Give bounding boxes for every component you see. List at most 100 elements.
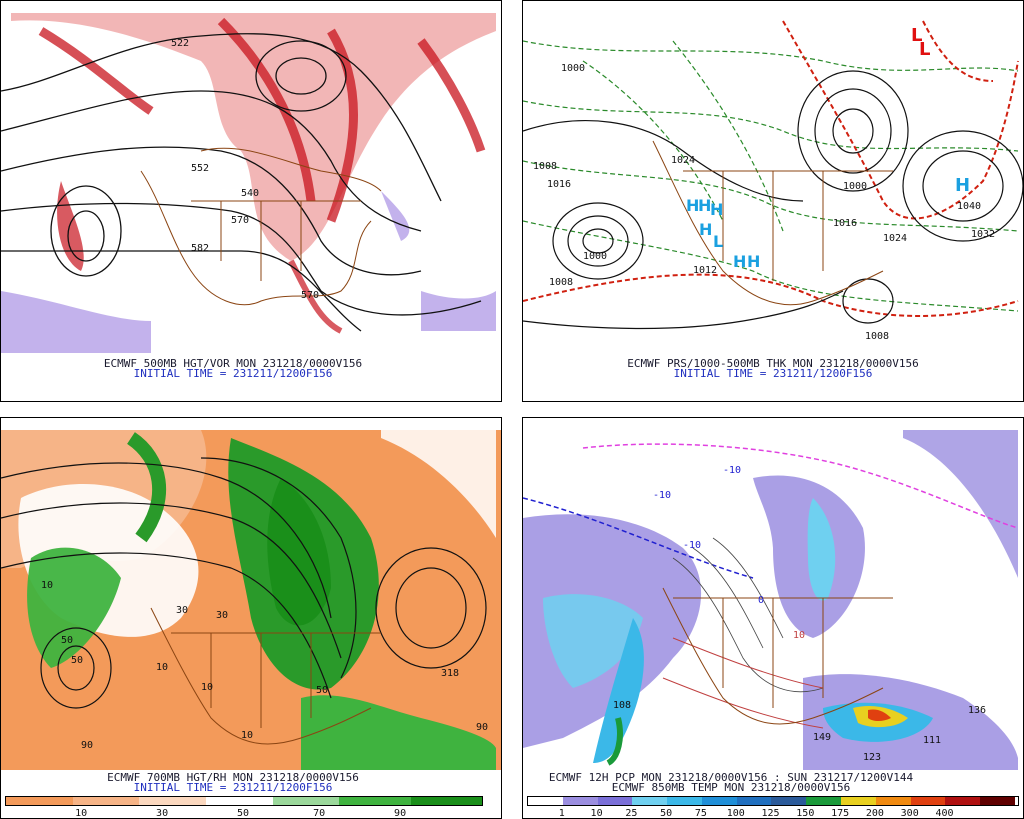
precip-max-label: 149 [813,732,831,743]
isobar-label: 1012 [693,265,717,276]
temp-label: -10 [723,465,741,476]
contour-label: 570 [301,290,319,301]
precip-max-label: 111 [923,735,941,746]
map-700mb-rh: 10 30 50 10 50 90 318 50 10 30 10 90 [1,430,501,770]
panel-500mb-vorticity: 522 552 540 570 582 570 ECMWF 500MB HGT/… [0,0,502,402]
rh-tick: 50 [236,808,250,819]
contour-label: 30 [176,605,188,616]
pcp-colorbar-segment [841,797,876,805]
rh-colorbar-segment [139,797,206,805]
contour-label: 90 [476,722,488,733]
pcp-tick: 300 [900,808,919,819]
pcp-colorbar-segment [736,797,772,805]
high-pressure-marker: H [733,252,746,271]
temp-label: 10 [793,630,805,641]
pcp-colorbar-segment [875,797,911,805]
high-pressure-marker: H [710,200,723,219]
isobar-label: 1024 [883,233,907,244]
isobar-label: 1000 [583,251,607,262]
panel-pressure-thickness: H H H H H H H L L L 1000 1008 1016 1024 … [522,0,1024,402]
rh-tick: 10 [75,808,88,819]
contour-label: 50 [316,685,328,696]
panel-initial-time: INITIAL TIME = 231211/1200F156 [133,367,333,380]
contour-label: 10 [241,730,253,741]
rh-colorbar-segment [410,797,482,805]
map-500mb-vorticity: 522 552 540 570 582 570 [1,13,501,353]
pcp-tick: 125 [761,808,780,819]
high-pressure-marker: H [747,252,760,271]
rh-tick: 70 [313,808,326,819]
contour-label: 570 [231,215,249,226]
high-pressure-marker: H [955,175,970,196]
contour-label: 540 [241,188,259,199]
pcp-colorbar-segment [632,797,668,805]
precip-max-label: 108 [613,700,631,711]
pcp-tick: 25 [625,808,638,819]
contour-label: 582 [191,243,209,254]
pcp-colorbar-segment [806,797,842,805]
pcp-tick: 75 [694,808,707,819]
rh-tick: 30 [156,808,169,819]
isobar-label: 1008 [533,161,557,172]
pcp-colorbar-segment [528,797,563,805]
pcp-colorbar-segment [667,797,702,805]
pcp-tick: 400 [935,808,954,819]
pcp-colorbar [527,796,1019,806]
contour-label: 10 [41,580,53,591]
pcp-tick: 100 [726,808,745,819]
panel-precip-850mb-temp: -10 -10 0 10 -10 136 149 123 108 111 ECM… [522,417,1024,819]
high-pressure-marker: H [698,196,711,215]
rh-colorbar-segment [272,797,340,805]
isobar-label: 1008 [549,277,573,288]
pcp-tick: 50 [660,808,673,819]
contour-label: 10 [201,682,213,693]
precip-max-label: 123 [863,752,881,763]
panel-caption: ECMWF 12H PCP MON 231218/0000V156 : SUN … [548,771,914,784]
pcp-colorbar-segment [771,797,807,805]
rh-colorbar-segment [72,797,140,805]
low-pressure-marker: L [713,232,723,251]
temp-label: -10 [653,490,671,501]
pcp-tick: 175 [831,808,850,819]
panel-initial-time: INITIAL TIME = 231211/1200F156 [673,367,873,380]
panel-initial-time: INITIAL TIME = 231211/1200F156 [133,781,333,794]
pcp-colorbar-segment [910,797,946,805]
isobar-label: 1000 [843,181,867,192]
pcp-colorbar-segment [945,797,981,805]
panel-caption: ECMWF 500MB HGT/VOR MON 231218/0000V156 [103,357,363,370]
contour-label: 30 [216,610,228,621]
rh-colorbar-segment [339,797,411,805]
isobar-label: 1016 [833,218,857,229]
contour-label: 50 [71,655,83,666]
rh-colorbar-segment [205,797,273,805]
pcp-tick: 200 [865,808,884,819]
pcp-colorbar-ticks: 1 10 25 50 75 100 125 150 175 200 300 40… [527,808,1017,819]
rh-tick: 90 [394,808,407,819]
contour-label: 10 [156,662,168,673]
pcp-colorbar-segment [701,797,737,805]
isobar-label: 1032 [971,229,995,240]
rh-colorbar [5,796,483,806]
isobar-label: 1008 [865,331,889,342]
isobar-label: 1040 [957,201,981,212]
isobar-label: 1000 [561,63,585,74]
panel-caption: ECMWF 700MB HGT/RH MON 231218/0000V156 [107,771,359,784]
contour-label: 50 [61,635,73,646]
panel-700mb-rh: 10 30 50 10 50 90 318 50 10 30 10 90 ECM… [0,417,502,819]
high-pressure-marker: H [686,196,699,215]
contour-label: 522 [171,38,189,49]
pcp-tick: 150 [796,808,815,819]
contour-label: 552 [191,163,209,174]
map-precip-850mb-temp: -10 -10 0 10 -10 136 149 123 108 111 [523,430,1023,770]
pcp-colorbar-segment [597,797,633,805]
rh-colorbar-ticks: 10 30 50 70 90 [5,808,481,819]
temp-label: 0 [758,595,764,606]
rh-colorbar-segment [6,797,73,805]
contour-label: 318 [441,668,459,679]
low-pressure-marker: L [919,39,930,60]
contour-label: 90 [81,740,93,751]
isobar-label: 1016 [547,179,571,190]
isobar-label: 1024 [671,155,695,166]
pcp-colorbar-segment [562,797,598,805]
low-pressure-marker: L [911,25,922,46]
